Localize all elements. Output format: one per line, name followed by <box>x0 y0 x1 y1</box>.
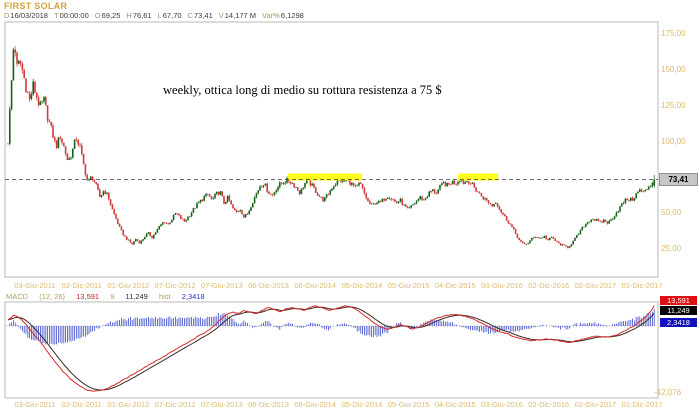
price-axis-tick: 125,00 <box>661 100 686 110</box>
quote-line: D16/03/2018 T00:00:00 O69,25 H76,61 L67,70 C7… <box>4 11 310 20</box>
date-axis-label: 01-Dic-2017 <box>621 400 663 409</box>
resistance-highlight <box>288 173 362 181</box>
price-axis-tick: 100,00 <box>661 136 686 146</box>
date-axis-label: 02-Dic-2016 <box>528 400 570 409</box>
date-axis-label: 02-Dic-2011 <box>61 400 102 409</box>
date-axis-label: 07-Dic-2012 <box>154 400 196 409</box>
quote-field: T00:00:00 <box>53 11 89 20</box>
quote-field: H76,61 <box>126 11 152 20</box>
macd-hist-value: 2,3418 <box>181 292 205 301</box>
quote-field: C73,41 <box>187 11 213 20</box>
quote-field: L67,70 <box>157 11 182 20</box>
macd-params: (12, 26) <box>39 292 66 301</box>
macd-value-box: 11,249 <box>660 306 697 315</box>
date-axis-label: 06-Dic-2013 <box>248 281 289 290</box>
date-axis-label: 05-Dic-2014 <box>341 281 383 290</box>
macd-value-box: 13,591 <box>660 296 697 305</box>
candlestick-series <box>7 46 655 249</box>
date-axis-label: 07-Giu-2013 <box>200 400 243 409</box>
price-axis-tick: 150,00 <box>661 65 686 74</box>
quote-field: Var%6,1298 <box>262 11 304 20</box>
macd-name: MACD <box>6 292 29 301</box>
macd-signal-line <box>7 306 655 391</box>
date-axis-label: 03-Giu-2011 <box>14 400 56 409</box>
date-axis-label: 03-Giu-2011 <box>14 281 56 290</box>
chart-annotation-text: weekly, ottica long di medio su rottura … <box>163 83 442 97</box>
macd-hist-label: hist <box>158 292 171 301</box>
price-axis-tick: 50,00 <box>661 208 682 217</box>
macd-indicator-header: MACD (12, 26) 13,591 9 11,249 hist 2,341… <box>6 292 214 301</box>
price-pane-border <box>4 21 659 278</box>
instrument-symbol: FIRST SOLAR <box>4 1 68 11</box>
macd-signal-value: 11,249 <box>125 292 148 301</box>
date-axis-label: 03-Giu-2016 <box>481 400 523 409</box>
date-axis-label: 01-Giu-2012 <box>107 400 150 409</box>
macd-histogram <box>7 309 655 345</box>
date-axis-label: 07-Dic-2012 <box>154 281 196 290</box>
macd-line <box>7 305 655 392</box>
date-axis-label: 06-Giu-2014 <box>294 400 337 409</box>
date-axis-label: 02-Dic-2016 <box>528 281 570 290</box>
macd-value: 13,591 <box>76 292 100 301</box>
date-axis-label: 05-Giu-2015 <box>387 281 430 290</box>
date-axis-label: 05-Giu-2015 <box>387 400 430 409</box>
price-axis-tick: 25,00 <box>661 243 682 253</box>
current-price-box: 73,41 <box>659 173 698 186</box>
date-axis-label: 01-Giu-2012 <box>107 281 150 290</box>
date-axis-label: 06-Dic-2013 <box>248 400 289 409</box>
macd-signal-period: 9 <box>110 292 115 301</box>
date-axis-label: 04-Dic-2015 <box>434 281 476 290</box>
macd-pane-border <box>4 301 659 399</box>
macd-axis-min-label: -42,076 <box>654 388 682 397</box>
macd-value-box: 2,3418 <box>660 318 697 327</box>
date-axis-label: 02-Giu-2017 <box>574 281 617 290</box>
quote-field: O69,25 <box>94 11 121 20</box>
date-axis-label: 06-Giu-2014 <box>294 281 337 290</box>
date-axis-label: 04-Dic-2015 <box>434 400 476 409</box>
date-axis-label: 02-Giu-2017 <box>574 400 617 409</box>
resistance-highlight <box>458 173 498 181</box>
date-axis-label: 03-Giu-2016 <box>481 281 523 290</box>
quote-field: V14,177 M <box>218 11 257 20</box>
date-axis-label: 02-Dic-2011 <box>61 281 102 290</box>
date-axis-label: 01-Dic-2017 <box>621 281 663 290</box>
date-axis-label: 07-Giu-2013 <box>200 281 243 290</box>
date-axis-label: 05-Dic-2014 <box>341 400 383 409</box>
price-axis-tick: 175,00 <box>661 29 686 39</box>
quote-field: D16/03/2018 <box>4 11 48 20</box>
